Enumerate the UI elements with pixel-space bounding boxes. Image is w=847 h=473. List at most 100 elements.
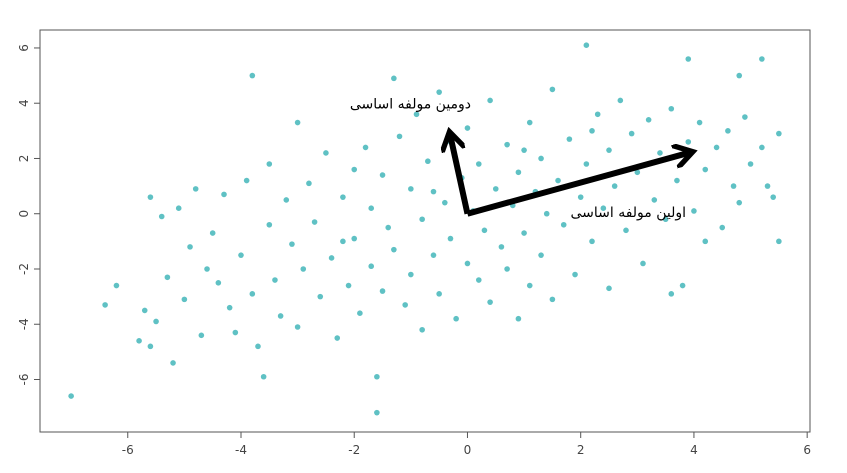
y-tick-label: 4 — [17, 99, 31, 107]
point — [447, 235, 454, 242]
point — [623, 227, 629, 234]
point — [260, 373, 267, 380]
point — [696, 119, 703, 126]
point — [651, 197, 658, 203]
point — [640, 260, 646, 267]
point — [391, 75, 397, 82]
point — [68, 393, 74, 399]
point — [730, 183, 737, 189]
point — [351, 235, 358, 242]
point — [606, 147, 612, 153]
arrow — [450, 136, 471, 215]
point — [702, 166, 709, 173]
plot-frame — [39, 29, 811, 433]
x-tick-label: -4 — [235, 443, 247, 457]
point — [555, 177, 561, 184]
point — [526, 282, 533, 289]
y-tick-label: 6 — [17, 44, 31, 52]
point — [521, 147, 527, 153]
point — [192, 186, 199, 192]
y-tick-label: 0 — [17, 210, 31, 218]
point — [600, 205, 607, 212]
x-tick-label: 2 — [577, 443, 585, 457]
point — [277, 313, 284, 319]
point — [289, 241, 295, 247]
point — [181, 296, 188, 303]
point — [294, 324, 301, 330]
point — [515, 315, 522, 322]
point — [657, 150, 663, 156]
point — [464, 125, 471, 131]
point — [776, 130, 782, 137]
point — [379, 288, 386, 294]
point — [577, 194, 584, 200]
point — [572, 271, 578, 278]
point — [170, 360, 176, 366]
point — [419, 216, 425, 223]
point — [272, 277, 278, 283]
point — [243, 177, 250, 184]
point — [408, 271, 414, 278]
point — [345, 282, 352, 289]
point — [521, 230, 527, 236]
point — [770, 194, 776, 200]
point — [204, 266, 210, 272]
point — [340, 194, 346, 200]
point — [362, 144, 369, 151]
point — [538, 252, 544, 258]
point — [391, 246, 397, 253]
y-tick-label: -4 — [17, 318, 31, 330]
point — [736, 72, 743, 79]
point — [141, 307, 148, 314]
point — [713, 144, 720, 151]
point — [589, 128, 595, 134]
x-tick-label: -6 — [122, 443, 134, 457]
point — [617, 97, 624, 104]
point — [408, 186, 414, 192]
point — [589, 238, 595, 245]
point — [158, 213, 165, 220]
point — [374, 409, 380, 416]
point — [668, 291, 675, 297]
point — [430, 252, 437, 258]
point — [549, 296, 556, 303]
point — [249, 291, 256, 297]
point — [719, 224, 726, 231]
point — [442, 199, 448, 206]
point — [357, 310, 363, 316]
point — [759, 56, 765, 62]
point — [475, 161, 482, 167]
point — [549, 86, 556, 93]
point — [368, 205, 375, 212]
point — [147, 343, 154, 350]
point — [328, 255, 335, 261]
point — [702, 238, 709, 245]
point — [662, 216, 669, 223]
point — [606, 285, 612, 292]
x-tick-label: 6 — [803, 443, 811, 457]
point — [725, 128, 731, 134]
point — [413, 111, 420, 118]
point — [215, 280, 222, 286]
point — [209, 230, 216, 236]
point — [611, 183, 618, 189]
point — [323, 150, 329, 156]
point — [102, 302, 108, 308]
point — [385, 224, 391, 231]
point — [691, 208, 697, 214]
point — [628, 130, 635, 137]
point — [498, 244, 505, 250]
point — [634, 169, 641, 176]
point — [340, 238, 346, 245]
x-tick-label: 4 — [690, 443, 698, 457]
point — [679, 282, 686, 289]
point — [147, 194, 154, 200]
point — [153, 318, 159, 325]
point — [419, 326, 425, 333]
point — [164, 274, 171, 281]
arrow-label: دومین مولفه اساسی — [350, 96, 471, 112]
point — [583, 161, 590, 167]
point — [368, 263, 375, 270]
point — [436, 89, 442, 95]
point — [238, 252, 244, 258]
